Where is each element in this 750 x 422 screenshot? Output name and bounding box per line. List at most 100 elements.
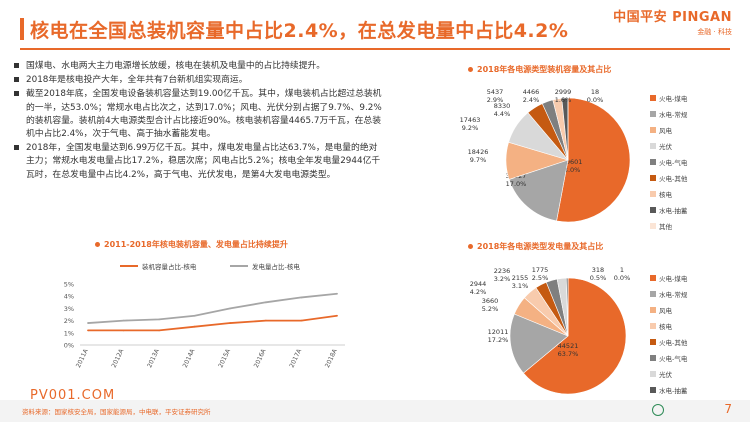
- x-tick-label: 2018A: [324, 347, 339, 369]
- footer-bar: 资料来源：国家核安全局，国家能源局，中电联，平安证券研究所 7: [0, 400, 750, 422]
- pie1-title: 2018年各电源类型装机容量及其占比: [468, 64, 611, 75]
- bullet-square-icon: [14, 63, 19, 68]
- page-title: 核电在全国总装机容量中占比2.4%，在总发电量中占比4.2%: [30, 20, 569, 42]
- legend-swatch: [650, 387, 656, 393]
- legend-item: 核电: [650, 318, 687, 334]
- pie-slice: [556, 97, 631, 223]
- pie-pct-label: 4.4%: [494, 110, 511, 118]
- y-tick-label: 4%: [64, 293, 74, 301]
- x-tick-label: 2015A: [217, 347, 232, 369]
- bullet-text: 2018年是核电投产大年，全年共有7台新机组实现商运。: [26, 75, 248, 86]
- legend-item: 风电: [650, 122, 687, 138]
- pie1-title-text: 2018年各电源类型装机容量及其占比: [477, 65, 612, 74]
- pie-value-label: 318: [592, 266, 604, 274]
- legend-label: 核电: [659, 323, 672, 331]
- legend-label: 火电-气电: [659, 355, 688, 363]
- pie-pct-label: 9.7%: [470, 156, 487, 164]
- pie-value-label: 100601: [558, 158, 583, 166]
- legend-item: 光伏: [650, 138, 687, 154]
- pie-value-label: 2236: [494, 267, 511, 275]
- title-dot-icon: [468, 67, 473, 72]
- legend-item: 火电-其他: [650, 334, 687, 350]
- y-tick-label: 0%: [64, 342, 74, 350]
- y-tick-label: 2%: [64, 317, 74, 325]
- bullet-list: 国煤电、水电两大主力电源增长放缓，核电在装机及电量中的占比持续提升。 2018年…: [14, 60, 386, 183]
- y-tick-label: 1%: [64, 329, 74, 337]
- legend-label: 火电-其他: [659, 339, 688, 347]
- pie-pct-label: 63.7%: [558, 350, 579, 358]
- pie-value-label: 2999: [555, 88, 572, 96]
- bullet-text: 2018年，全国发电量达到6.99万亿千瓦。其中，煤电发电量占比达63.7%，是…: [26, 143, 381, 180]
- pie-pct-label: 17.0%: [506, 180, 527, 188]
- legend-item: 水电-常规: [650, 286, 687, 302]
- legend-swatch: [650, 291, 656, 297]
- title-accent-bar: [20, 18, 24, 40]
- legend-swatch: [650, 207, 656, 213]
- legend-label: 火电-煤电: [659, 95, 688, 103]
- x-tick-label: 2017A: [288, 347, 303, 369]
- pie-slice: [509, 313, 569, 374]
- line-chart-title: 2011-2018年核电装机容量、发电量占比持续提升: [95, 239, 288, 250]
- legend-item: 水电-常规: [650, 106, 687, 122]
- bullet-text: 截至2018年底，全国发电设备装机容量达到19.00亿千瓦。其中，煤电装机占比超…: [26, 89, 382, 140]
- pie-pct-label: 4.2%: [470, 288, 487, 296]
- pie-pct-label: 0.0%: [587, 96, 604, 104]
- pie-pct-label: 53.0%: [560, 166, 581, 174]
- pie-slice: [508, 159, 569, 222]
- legend-swatch: [650, 307, 656, 313]
- pie-value-label: 8330: [494, 102, 511, 110]
- legend-item: 光伏: [650, 366, 687, 382]
- pie-pct-label: 3.1%: [512, 282, 529, 290]
- legend-label: 火电-气电: [659, 159, 688, 167]
- bullet-item: 截至2018年底，全国发电设备装机容量达到19.00亿千瓦。其中，煤电装机占比超…: [14, 88, 386, 141]
- source-note: 资料来源：国家核安全局，国家能源局，中电联，平安证券研究所: [22, 408, 211, 416]
- legend-label: 火电-其他: [659, 175, 688, 183]
- legend-swatch: [650, 175, 656, 181]
- y-tick-label: 5%: [64, 281, 74, 289]
- legend-label: 风电: [659, 307, 672, 315]
- legend-label: 光伏: [659, 143, 672, 151]
- pie-value-label: 2944: [470, 280, 487, 288]
- legend-swatch: [650, 223, 656, 229]
- pie-value-label: 3660: [482, 297, 499, 305]
- data-point: [158, 329, 161, 332]
- legend-label: 水电-常规: [659, 111, 688, 119]
- brand-logo: 中国平安 PINGAN 金融 · 科技: [613, 6, 732, 37]
- bullet-item: 2018年是核电投产大年，全年共有7台新机组实现商运。: [14, 74, 386, 87]
- legend-item: 核电: [650, 186, 687, 202]
- legend-label: 水电-抽蓄: [659, 387, 688, 395]
- data-point: [300, 296, 303, 299]
- pie-value-label: 18: [591, 88, 599, 96]
- data-point: [193, 325, 196, 328]
- pie-value-label: 12011: [488, 328, 509, 336]
- data-point: [87, 322, 89, 324]
- legend-item: 水电-抽蓄: [650, 202, 687, 218]
- legend-label: 水电-抽蓄: [659, 207, 688, 215]
- pie-pct-label: 17.2%: [488, 336, 509, 344]
- pie-value-label: 1: [620, 266, 624, 274]
- data-point: [336, 314, 338, 317]
- legend-item: 火电-其他: [650, 170, 687, 186]
- legend-item: 火电-煤电: [650, 90, 687, 106]
- data-point: [122, 319, 125, 322]
- legend-item: 其他: [650, 218, 687, 234]
- bullet-square-icon: [14, 77, 19, 83]
- legend-item: 风电: [650, 302, 687, 318]
- legend-swatch: [650, 159, 656, 165]
- data-point: [229, 307, 232, 310]
- pie-value-label: 1775: [532, 266, 549, 274]
- pie-pct-label: 2.5%: [532, 274, 549, 282]
- title-dot-icon: [95, 242, 100, 247]
- footer-emblem-icon: [652, 404, 664, 416]
- data-point: [193, 314, 196, 317]
- page-number: 7: [724, 402, 732, 416]
- x-tick-label: 2016A: [253, 347, 268, 369]
- legend-swatch: [650, 355, 656, 361]
- data-point: [158, 318, 161, 321]
- legend-swatch: [650, 191, 656, 197]
- x-tick-label: 2011A: [75, 347, 90, 369]
- pie-value-label: 5437: [487, 88, 504, 96]
- legend-swatch: [650, 275, 656, 281]
